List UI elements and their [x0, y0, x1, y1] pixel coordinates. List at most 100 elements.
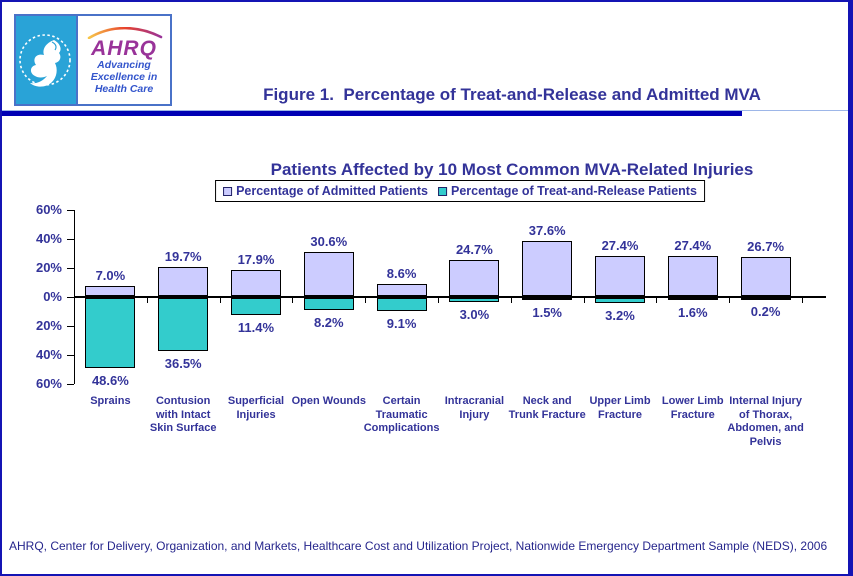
bar-admitted [522, 241, 573, 296]
bar-admitted [667, 256, 718, 296]
bar-value-treat-release: 36.5% [164, 355, 202, 371]
logo-tagline-line2: Excellence in [90, 71, 158, 83]
legend-label-treat-release: Percentage of Treat-and-Release Patients [451, 184, 697, 198]
ahrq-logo: AHRQ Advancing Excellence in Health Care [78, 16, 170, 104]
category-label: Lower Limb Fracture [662, 395, 724, 422]
category-label: Upper Limb Fracture [589, 395, 650, 422]
bar-treat-release [667, 298, 718, 301]
x-axis-tick [802, 298, 803, 303]
category-label-line: Abdomen, and [727, 422, 804, 434]
y-axis-tick [67, 355, 74, 356]
bar-value-treat-release: 48.6% [91, 373, 129, 389]
x-axis-tick [583, 298, 585, 303]
category-label: Internal Injury of Thorax, Abdomen, and Pel… [727, 395, 803, 449]
category-label-line: Internal Injury [729, 395, 802, 407]
bar-admitted [740, 257, 791, 296]
ahrq-wordmark: AHRQ [91, 37, 157, 60]
figure-title-line2: Patients Affected by 10 Most Common MVA-… [270, 160, 754, 179]
header: AHRQ Advancing Excellence in Health Care… [2, 2, 848, 179]
bar-value-treat-release: 9.1% [386, 316, 417, 332]
bar-treat-release [449, 298, 500, 303]
chart-legend: Percentage of Admitted Patients Percenta… [215, 180, 705, 202]
bar-treat-release [231, 298, 281, 315]
y-tick-label: 60% [35, 376, 62, 391]
y-tick-label: 40% [35, 347, 62, 362]
bar-treat-release [740, 298, 791, 300]
bar-value-treat-release: 0.2% [750, 304, 781, 319]
bar-admitted [85, 285, 136, 296]
category-label-line: Upper Limb [589, 395, 651, 407]
category-label: Contusion with Intact Skin Surface [150, 395, 217, 436]
bar-treat-release [522, 298, 573, 301]
category-label-line: of Thorax, [739, 408, 793, 421]
admitted-swatch-icon [223, 186, 233, 196]
header-divider-thin [2, 110, 848, 111]
x-axis-tick [365, 298, 367, 303]
category-label: Sprains [90, 395, 130, 409]
treat-release-swatch-icon [438, 186, 447, 196]
category-label: Superficial Injuries [228, 395, 284, 422]
category-label-line: Neck and [522, 395, 572, 407]
category-label: Certain Traumatic Complications [364, 395, 440, 436]
category-label: Open Wounds [292, 395, 366, 409]
category-label-line: with Intact [155, 408, 211, 421]
category-label-line: Sprains [90, 395, 131, 407]
bar-value-admitted: 7.0% [95, 267, 126, 283]
y-axis-tick [67, 268, 74, 269]
legend-entry-admitted: Percentage of Admitted Patients [223, 184, 428, 198]
y-axis-tick [67, 239, 74, 240]
category-label-line: Injuries [236, 408, 276, 421]
source-note: AHRQ, Center for Delivery, Organization,… [9, 539, 828, 553]
x-axis-tick [656, 298, 658, 303]
bar-admitted [158, 267, 209, 296]
category-label-line: Pelvis [749, 435, 782, 448]
bar-value-admitted: 8.6% [386, 265, 417, 281]
bar-treat-release [158, 298, 209, 351]
bar-admitted [595, 256, 645, 296]
category-label-line: Intracranial [444, 395, 505, 407]
logo-tagline-line1: Advancing [97, 59, 151, 71]
y-axis-tick [67, 326, 74, 327]
y-axis-tick [67, 210, 74, 211]
bar-value-admitted: 24.7% [455, 242, 493, 258]
bar-value-treat-release: 8.2% [313, 314, 344, 330]
header-divider [2, 111, 742, 116]
bar-admitted [303, 251, 354, 296]
bar-value-admitted: 30.6% [310, 233, 348, 249]
y-axis-tick [67, 297, 74, 298]
y-tick-label: 20% [35, 260, 62, 275]
category-label-line: Fracture [597, 408, 643, 421]
figure-title-line1: Figure 1. Percentage of Treat-and-Releas… [263, 85, 761, 104]
hhs-seal-icon [16, 16, 78, 104]
category-label-line: Superficial [227, 395, 285, 407]
bar-admitted [376, 283, 427, 296]
category-label: Neck and Trunk Fracture [509, 395, 586, 422]
category-label-line: Contusion [155, 395, 211, 407]
x-axis-tick [219, 298, 221, 303]
bar-value-treat-release: 3.2% [605, 307, 635, 323]
bar-treat-release [303, 298, 354, 310]
y-tick-label: 40% [35, 231, 62, 246]
bar-value-treat-release: 1.5% [532, 305, 562, 321]
bar-treat-release [376, 298, 427, 312]
bar-value-admitted: 37.6% [528, 223, 566, 239]
bar-value-treat-release: 3.0% [459, 307, 490, 323]
bar-value-admitted: 26.7% [747, 239, 785, 255]
category-label-line: Skin Surface [149, 422, 217, 434]
y-tick-label: 60% [35, 202, 62, 217]
legend-label-admitted: Percentage of Admitted Patients [236, 184, 428, 198]
bar-admitted [449, 260, 500, 296]
category-label: Intracranial Injury [445, 395, 504, 422]
category-label-line: Complications [363, 422, 440, 434]
y-tick-label: 20% [35, 318, 62, 333]
bar-value-admitted: 19.7% [164, 249, 202, 265]
category-label-line: Fracture [670, 408, 715, 421]
y-axis-tick [67, 384, 74, 385]
category-label-line: Lower Limb [661, 395, 724, 407]
bar-value-treat-release: 1.6% [677, 305, 708, 321]
bar-admitted [231, 270, 281, 296]
figure-title: Figure 1. Percentage of Treat-and-Releas… [182, 32, 842, 232]
category-label-line: Certain [382, 395, 421, 407]
